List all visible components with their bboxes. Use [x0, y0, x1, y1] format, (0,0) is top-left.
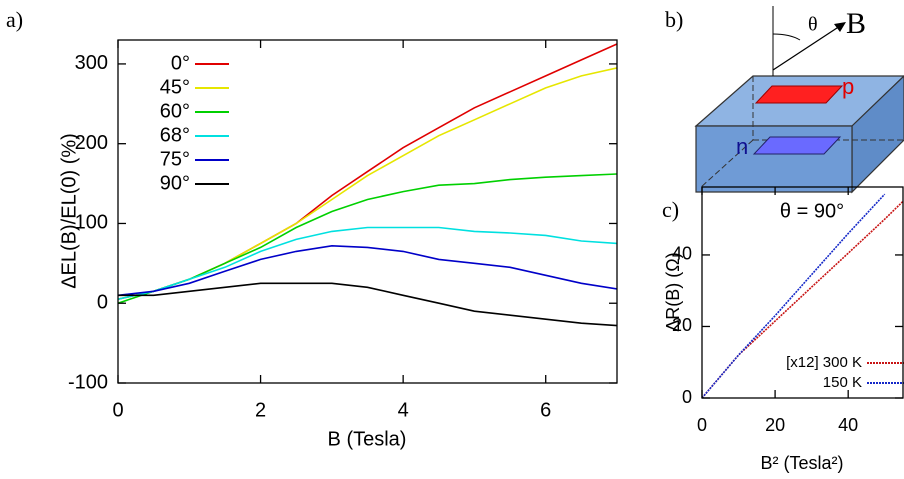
front-face [695, 125, 853, 193]
chart-title: θ = 90° [780, 200, 844, 222]
x-tick-label: 20 [765, 415, 785, 435]
data-line [118, 173, 617, 304]
y-tick-label: -100 [68, 371, 108, 393]
data-line [118, 282, 617, 327]
legend-label: 45° [160, 76, 190, 98]
y-tick-label: 40 [672, 244, 692, 264]
y-tick-label: 100 [75, 212, 108, 234]
x-tick-label: 0 [697, 415, 707, 435]
y-tick-label: 0 [97, 292, 108, 314]
y-tick-label: 20 [672, 315, 692, 335]
x-tick-label: 4 [398, 399, 409, 421]
panel-label: b) [665, 7, 683, 32]
y-axis-label: ΔR(B) (Ω) [663, 252, 683, 331]
x-axis-label: B² (Tesla²) [760, 453, 843, 473]
y-tick-label: 300 [75, 52, 108, 74]
data-line [118, 67, 617, 300]
legend-label: [x12] 300 K [786, 354, 862, 371]
legend-label: 75° [160, 148, 190, 170]
data-line [118, 226, 617, 300]
legend-label: 60° [160, 100, 190, 122]
legend-label: 150 K [823, 374, 862, 391]
x-tick-label: 0 [112, 399, 123, 421]
p-layer [754, 85, 844, 104]
legend-label: 90° [160, 172, 190, 194]
panel-label: c) [662, 197, 679, 222]
panel-label: a) [6, 7, 23, 32]
x-axis-label: B (Tesla) [328, 428, 407, 450]
field-label: B [846, 7, 866, 40]
legend-label: 0° [171, 52, 190, 74]
device-diagram [694, 6, 904, 194]
n-label: n [736, 134, 748, 159]
x-tick-label: 2 [255, 399, 266, 421]
data-line [702, 200, 903, 398]
n-layer [752, 136, 842, 155]
data-line [702, 193, 886, 398]
y-axis-label: ΔEL(B)/EL(0) (%) [58, 133, 80, 289]
data-line [118, 244, 617, 297]
field-arrow [772, 25, 841, 71]
angle-arc [772, 33, 801, 41]
arrowhead [834, 22, 846, 32]
y-tick-label: 200 [75, 132, 108, 154]
legend-label: 68° [160, 124, 190, 146]
angle-label: θ [808, 14, 818, 36]
p-label: p [842, 74, 854, 99]
data-line [118, 43, 617, 300]
plot-frame [701, 186, 904, 399]
x-tick-label: 6 [540, 399, 551, 421]
plot-frame [117, 39, 618, 384]
hidden-edge [699, 139, 754, 189]
x-tick-label: 40 [838, 415, 858, 435]
y-tick-label: 0 [682, 387, 692, 407]
